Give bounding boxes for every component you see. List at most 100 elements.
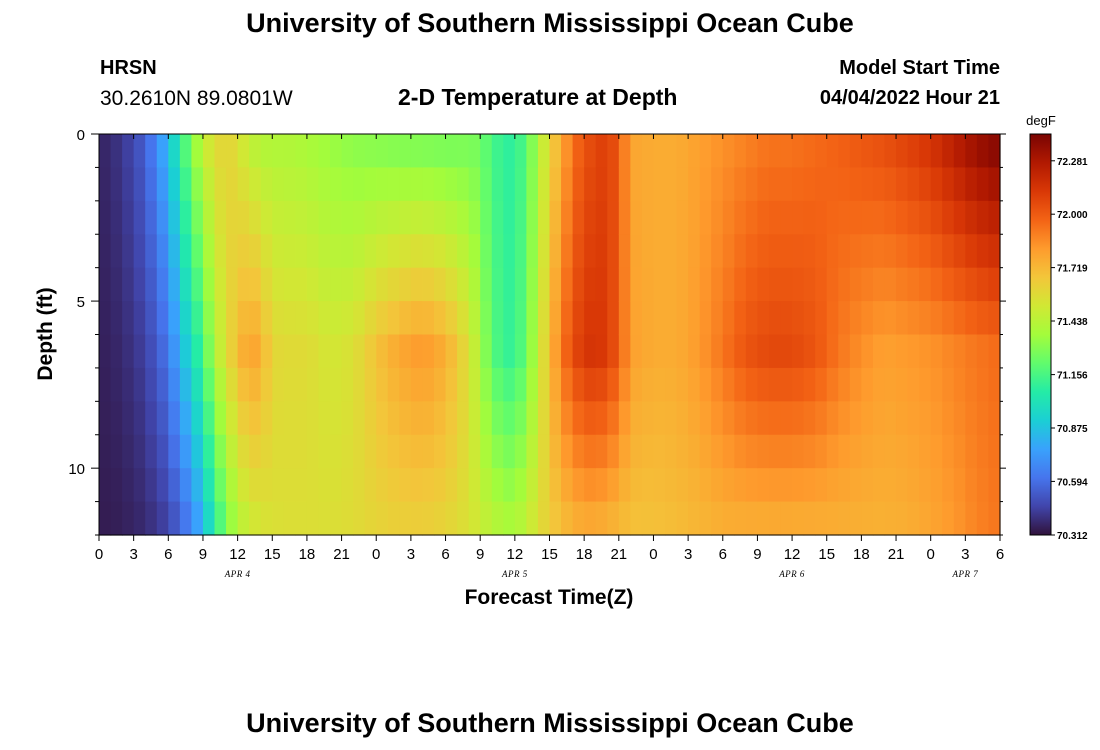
- heatmap-cell: [826, 501, 839, 536]
- heatmap-cell: [618, 367, 631, 402]
- heatmap-cell: [896, 434, 909, 469]
- heatmap-cell: [237, 334, 250, 369]
- heatmap-cell: [514, 134, 527, 169]
- heatmap-cell: [768, 267, 782, 302]
- heatmap-cell: [237, 468, 250, 503]
- heatmap-cell: [99, 301, 112, 336]
- heatmap-cell: [376, 301, 389, 336]
- heatmap-cell: [930, 167, 943, 202]
- heatmap-cell: [607, 301, 620, 336]
- heatmap-cell: [226, 334, 239, 369]
- heatmap-cell: [214, 367, 227, 402]
- heatmap-cell: [665, 200, 678, 235]
- x-tick-label: 12: [784, 546, 801, 563]
- heatmap-cell: [572, 200, 585, 235]
- heatmap-cell: [607, 267, 620, 302]
- heatmap-cell: [537, 167, 551, 202]
- heatmap-cell: [942, 334, 955, 369]
- heatmap-cell: [861, 167, 874, 202]
- heatmap-cell: [306, 334, 320, 369]
- heatmap-cell: [445, 267, 458, 302]
- heatmap-cell: [480, 167, 493, 202]
- heatmap-cell: [457, 134, 470, 169]
- heatmap-cell: [815, 334, 828, 369]
- heatmap-cell: [688, 434, 701, 469]
- heatmap-cell: [295, 334, 308, 369]
- heatmap-cell: [295, 367, 308, 402]
- heatmap-cell: [838, 167, 851, 202]
- heatmap-cell: [549, 468, 562, 503]
- heatmap-cell: [110, 301, 123, 336]
- heatmap-cell: [341, 167, 354, 202]
- model-start-time: 04/04/2022 Hour 21: [819, 87, 1000, 109]
- heatmap-cell: [122, 501, 135, 536]
- heatmap-cell: [526, 301, 539, 336]
- heatmap-cell: [561, 234, 574, 269]
- heatmap-cell: [780, 267, 793, 302]
- heatmap-cell: [930, 267, 943, 302]
- heatmap-cell: [422, 434, 435, 469]
- heatmap-cell: [410, 401, 424, 436]
- x-tick-label: 15: [264, 546, 281, 563]
- heatmap-cell: [711, 167, 724, 202]
- heatmap-cell: [745, 301, 759, 336]
- heatmap-cell: [226, 234, 239, 269]
- model-start-label: Model Start Time: [839, 57, 1000, 79]
- heatmap-cell: [792, 367, 805, 402]
- heatmap-cell: [803, 200, 816, 235]
- heatmap-cell: [433, 301, 447, 336]
- heatmap-cell: [99, 234, 112, 269]
- heatmap-cell: [422, 367, 435, 402]
- heatmap-cell: [272, 200, 285, 235]
- colorbar-tick-label: 70.312: [1057, 531, 1088, 542]
- heatmap-cell: [468, 134, 481, 169]
- station-coordinates: 30.2610N 89.0801W: [100, 87, 293, 110]
- heatmap-cell: [457, 401, 470, 436]
- x-tick-label: 6: [996, 546, 1004, 563]
- heatmap-cell: [988, 434, 1001, 469]
- heatmap-cell: [168, 434, 181, 469]
- heatmap-cell: [988, 334, 1001, 369]
- heatmap-cell: [792, 167, 805, 202]
- heatmap-cell: [849, 200, 862, 235]
- x-tick-label: 6: [719, 546, 727, 563]
- heatmap-cell: [422, 301, 435, 336]
- heatmap-cell: [353, 301, 366, 336]
- heatmap-cell: [722, 234, 735, 269]
- heatmap-cell: [168, 501, 181, 536]
- colorbar: 72.281 72.000 71.719 71.438 71.156 70.875 70.5…: [1029, 133, 1088, 542]
- heatmap-cell: [838, 301, 851, 336]
- heatmap-cell: [549, 334, 562, 369]
- heatmap-cell: [976, 468, 990, 503]
- heatmap-cell: [457, 267, 470, 302]
- heatmap-cell: [826, 301, 839, 336]
- heatmap-cell: [514, 334, 527, 369]
- heatmap-cell: [364, 167, 377, 202]
- heatmap-cell: [168, 234, 181, 269]
- colorbar-tick-label: 71.719: [1057, 264, 1088, 275]
- heatmap-cell: [618, 167, 631, 202]
- heatmap-cell: [179, 501, 193, 536]
- heatmap-cell: [156, 334, 169, 369]
- heatmap-cell: [353, 267, 366, 302]
- heatmap-cell: [249, 367, 262, 402]
- heatmap-cell: [526, 200, 539, 235]
- heatmap-cell: [445, 167, 458, 202]
- y-tick-label: 10: [68, 461, 85, 478]
- heatmap-cell: [942, 434, 955, 469]
- heatmap-cell: [641, 367, 655, 402]
- heatmap-cell: [942, 134, 955, 169]
- heatmap-cell: [410, 367, 424, 402]
- x-tick-label: 3: [684, 546, 692, 563]
- heatmap-cell: [283, 468, 296, 503]
- heatmap-cell: [618, 267, 631, 302]
- heatmap-cell: [272, 334, 285, 369]
- heatmap-cell: [699, 468, 712, 503]
- heatmap-cell: [318, 167, 331, 202]
- heatmap-cell: [468, 434, 481, 469]
- heatmap-cell: [641, 501, 655, 536]
- heatmap-cell: [896, 334, 909, 369]
- heatmap-cell: [526, 134, 539, 169]
- heatmap-cell: [745, 234, 759, 269]
- heatmap-cell: [353, 134, 366, 169]
